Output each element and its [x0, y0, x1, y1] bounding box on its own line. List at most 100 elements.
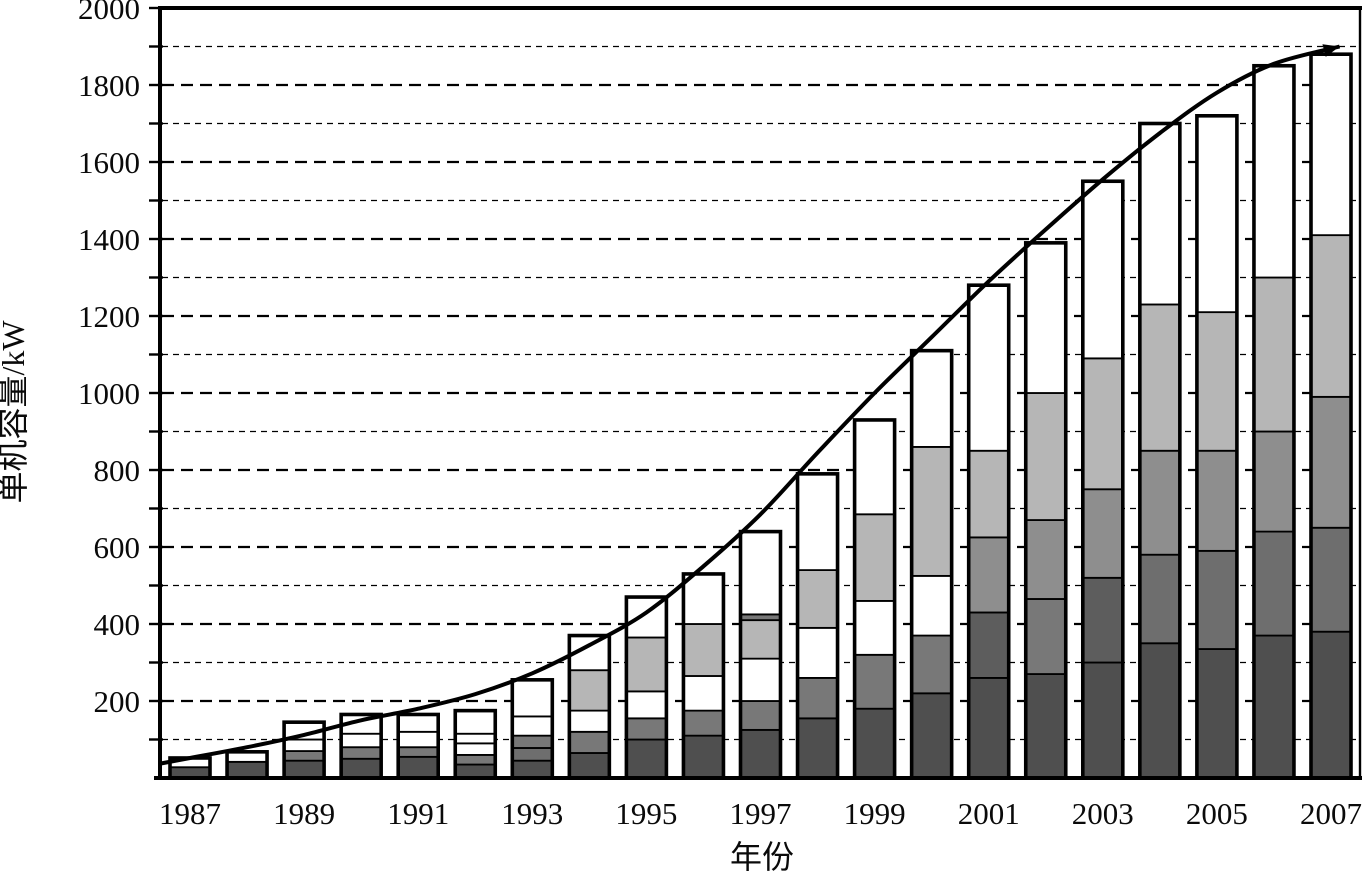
bar-segment	[340, 746, 383, 760]
bar-segment	[853, 513, 896, 602]
bar-segment	[739, 530, 782, 616]
bar-1994	[567, 633, 612, 780]
bar-segment	[397, 746, 440, 758]
axis-tick-labels: 200 400 600 800 1000 1200 1400 1600 1800 2000 1987…	[78, 0, 1362, 831]
bar-segment	[1253, 64, 1295, 279]
bar-segment	[853, 653, 896, 710]
bar-segment	[1138, 642, 1181, 779]
bar-segment	[568, 730, 611, 754]
bar-1988	[225, 750, 269, 780]
bar-2006	[1252, 63, 1296, 780]
bar-segment	[1024, 598, 1067, 675]
bar-segment	[454, 754, 497, 766]
bar-2000	[909, 348, 954, 780]
bar-segment	[853, 419, 896, 516]
bar-1997	[738, 529, 783, 780]
bar-segment	[1024, 241, 1067, 394]
bar-segment	[511, 747, 554, 762]
bar-segment	[682, 709, 725, 737]
bar-segment	[796, 569, 839, 629]
bar-1993	[510, 678, 555, 780]
bar-segment	[910, 445, 953, 577]
bar-segment	[511, 678, 554, 718]
bar-2004	[1138, 121, 1182, 780]
bar-segment	[853, 600, 896, 656]
bar-segment	[625, 738, 668, 779]
bar-segment	[967, 536, 1010, 614]
bar-segment	[1196, 311, 1238, 452]
bar-segment	[682, 573, 725, 625]
bar-segment	[1138, 553, 1181, 645]
bar-segment	[397, 755, 440, 779]
bar-segment	[568, 669, 611, 712]
bar-segment	[1138, 303, 1181, 452]
bar-segment	[739, 700, 782, 731]
y-tick-label: 200	[94, 684, 141, 719]
bar-segment	[967, 677, 1010, 779]
x-tick-label: 2001	[958, 796, 1020, 831]
y-tick-label: 1000	[78, 376, 140, 411]
bar-segment	[397, 730, 440, 749]
bar-segment	[910, 574, 953, 637]
bar-segment	[967, 611, 1010, 679]
bar-segment	[967, 284, 1010, 452]
bar-2005	[1195, 114, 1239, 780]
bar-segment	[1081, 576, 1124, 664]
bar-2007	[1309, 52, 1353, 780]
bar-segment	[454, 732, 497, 745]
bar-1989	[282, 720, 326, 780]
bar-segment	[1310, 234, 1352, 398]
bar-segment	[1138, 122, 1181, 306]
bar-segment	[283, 738, 326, 752]
trend-curve	[161, 44, 1341, 766]
x-tick-label: 2007	[1300, 796, 1362, 831]
bar-segment	[1081, 180, 1124, 360]
bar-1996	[681, 572, 726, 780]
bar-segment	[340, 732, 383, 749]
x-tick-label: 2005	[1186, 796, 1248, 831]
bar-2003	[1081, 179, 1125, 780]
bar-segment	[1310, 526, 1352, 633]
bar-segment	[796, 717, 839, 779]
bar-1991	[396, 712, 441, 780]
bar-segment	[625, 717, 668, 741]
bar-segment	[568, 752, 611, 779]
bar-segment	[967, 449, 1010, 539]
axes	[149, 6, 1362, 780]
bar-1998	[795, 472, 840, 780]
bar-segment	[1081, 488, 1124, 579]
bar-segment	[454, 709, 497, 735]
x-tick-label: 2003	[1072, 796, 1134, 831]
bar-segment	[682, 734, 725, 779]
bar-segment	[1310, 395, 1352, 529]
bar-segment	[226, 760, 268, 779]
bar-segment	[1196, 549, 1238, 650]
bar-segment	[1310, 53, 1352, 237]
bar-1999	[852, 418, 897, 780]
y-tick-label: 1600	[78, 145, 140, 180]
bar-segment	[511, 715, 554, 737]
y-tick-label: 1200	[78, 299, 140, 334]
bar-1995	[624, 595, 669, 780]
bar-segment	[625, 636, 668, 693]
x-axis-title: 年份	[730, 839, 794, 875]
bar-segment	[454, 742, 497, 756]
bar-segment	[397, 713, 440, 733]
bar-segment	[283, 759, 326, 779]
x-tick-label: 1997	[730, 796, 792, 831]
bar-segment	[796, 677, 839, 720]
y-axis-title: 单机容量/kW	[0, 320, 31, 504]
bar-segment	[910, 349, 953, 448]
bar-segment	[682, 623, 725, 677]
y-tick-label: 800	[94, 453, 141, 488]
bar-segment	[511, 759, 554, 779]
bar-segment	[1024, 519, 1067, 600]
x-tick-label: 1989	[273, 796, 335, 831]
y-tick-label: 600	[94, 530, 141, 565]
bar-2002	[1023, 241, 1068, 780]
bar-segment	[625, 690, 668, 720]
bar-1990	[339, 712, 383, 780]
y-tick-label: 1400	[78, 222, 140, 257]
